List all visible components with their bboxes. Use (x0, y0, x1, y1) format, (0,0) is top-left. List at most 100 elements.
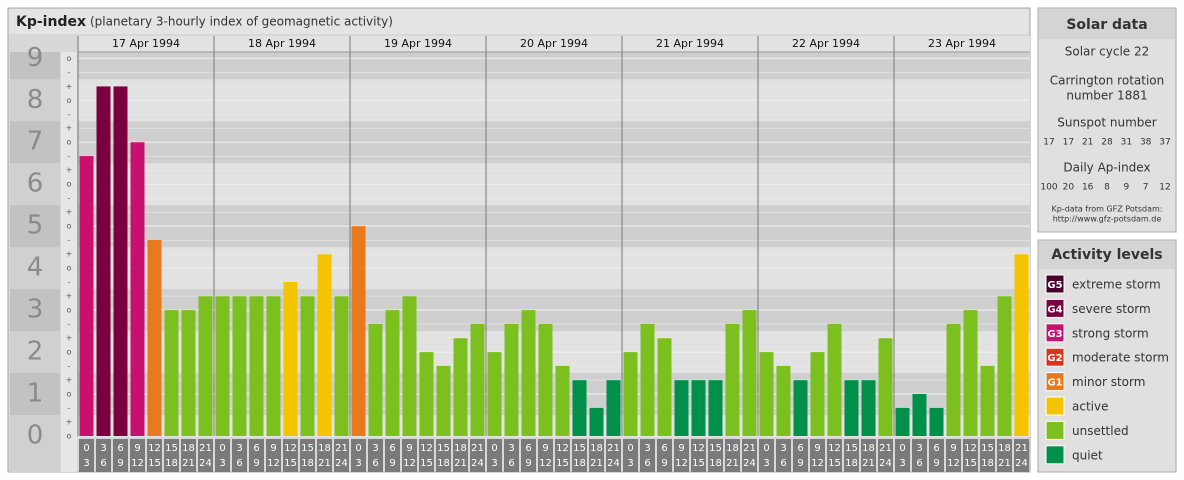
hour-start: 3 (644, 443, 650, 454)
hour-end: 12 (811, 458, 824, 469)
solar-value: 16 (1082, 183, 1094, 193)
hour-start: 6 (661, 443, 667, 454)
hour-end: 6 (644, 458, 650, 469)
hour-cell (436, 439, 451, 472)
hour-cell (742, 439, 757, 472)
hour-end: 3 (83, 458, 89, 469)
legend-label: active (1072, 400, 1108, 414)
hour-end: 3 (491, 458, 497, 469)
bar (623, 352, 638, 436)
hour-cell (113, 439, 128, 472)
source: http://www.gfz-potsdam.de (1053, 215, 1162, 224)
bar (742, 310, 757, 436)
minor-tick-label: + (66, 124, 73, 133)
hour-cell (793, 439, 808, 472)
hour-cell (96, 439, 111, 472)
y-tick-label: 4 (27, 253, 44, 283)
hour-end: 9 (797, 458, 803, 469)
hour-end: 21 (590, 458, 603, 469)
hour-cell (351, 439, 366, 472)
minor-tick-label: - (68, 404, 71, 413)
hour-end: 15 (556, 458, 569, 469)
hour-end: 12 (947, 458, 960, 469)
minor-tick-label: - (68, 152, 71, 161)
hour-cell (997, 439, 1012, 472)
hour-start: 12 (692, 443, 705, 454)
hour-cell (283, 439, 298, 472)
y-label-band (10, 289, 60, 332)
solar-value: 20 (1063, 183, 1075, 193)
solar-title-bg (1039, 9, 1175, 39)
minor-tick-label: - (68, 194, 71, 203)
hour-end: 12 (539, 458, 552, 469)
hour-cell (402, 439, 417, 472)
hour-start: 21 (607, 443, 620, 454)
hour-cell (657, 439, 672, 472)
hour-start: 18 (182, 443, 195, 454)
hour-start: 21 (879, 443, 892, 454)
legend-label: moderate storm (1072, 351, 1169, 365)
hour-start: 15 (437, 443, 450, 454)
bar (589, 407, 604, 436)
bar (555, 365, 570, 436)
hour-cell (1014, 439, 1029, 472)
minor-tick-label: o (67, 222, 72, 231)
hour-start: 6 (797, 443, 803, 454)
hour-start: 15 (845, 443, 858, 454)
hour-start: 0 (219, 443, 225, 454)
hour-end: 9 (253, 458, 259, 469)
hour-cell (487, 439, 502, 472)
y-tick-label: 7 (27, 127, 44, 157)
bar (691, 380, 706, 436)
hour-end: 3 (355, 458, 361, 469)
y-label-band (10, 121, 60, 164)
hour-end: 18 (437, 458, 450, 469)
hour-cell (759, 439, 774, 472)
hour-end: 18 (981, 458, 994, 469)
minor-tick-label: - (68, 110, 71, 119)
bar (980, 365, 995, 436)
hour-end: 6 (372, 458, 378, 469)
hour-cell (300, 439, 315, 472)
hour-start: 3 (372, 443, 378, 454)
minor-tick-label: o (67, 180, 72, 189)
hour-start: 6 (525, 443, 531, 454)
hour-end: 3 (763, 458, 769, 469)
chart-subtitle: (planetary 3-hourly index of geomagnetic… (90, 15, 393, 29)
bar (232, 296, 247, 436)
hour-end: 24 (335, 458, 348, 469)
hour-end: 9 (389, 458, 395, 469)
bar (453, 338, 468, 436)
hour-start: 18 (862, 443, 875, 454)
hour-cell (130, 439, 145, 472)
hour-start: 12 (964, 443, 977, 454)
y-tick-label: 9 (27, 43, 44, 73)
bar (96, 86, 111, 436)
bar (538, 323, 553, 436)
hour-start: 0 (355, 443, 361, 454)
hour-cell (198, 439, 213, 472)
minor-tick-label: - (68, 362, 71, 371)
source: Kp-data from GFZ Potsdam: (1052, 205, 1163, 214)
hour-cell (980, 439, 995, 472)
chart-title: Kp-index (16, 14, 86, 30)
hour-cell (589, 439, 604, 472)
solar-cycle: Solar cycle 22 (1065, 45, 1150, 59)
minor-tick-label: o (67, 96, 72, 105)
hour-start: 12 (420, 443, 433, 454)
hour-cell (232, 439, 247, 472)
minor-tick-label: + (66, 376, 73, 385)
hour-start: 3 (100, 443, 106, 454)
minor-tick-label: + (66, 82, 73, 91)
bar (402, 296, 417, 436)
hour-start: 15 (709, 443, 722, 454)
minor-tick-label: - (68, 236, 71, 245)
minor-tick-label: o (67, 348, 72, 357)
legend-badge: G3 (1047, 329, 1062, 340)
hour-end: 24 (471, 458, 484, 469)
hour-start: 12 (284, 443, 297, 454)
hour-start: 6 (253, 443, 259, 454)
hour-cell (929, 439, 944, 472)
legend-label: minor storm (1072, 375, 1145, 389)
bar (1014, 254, 1029, 436)
